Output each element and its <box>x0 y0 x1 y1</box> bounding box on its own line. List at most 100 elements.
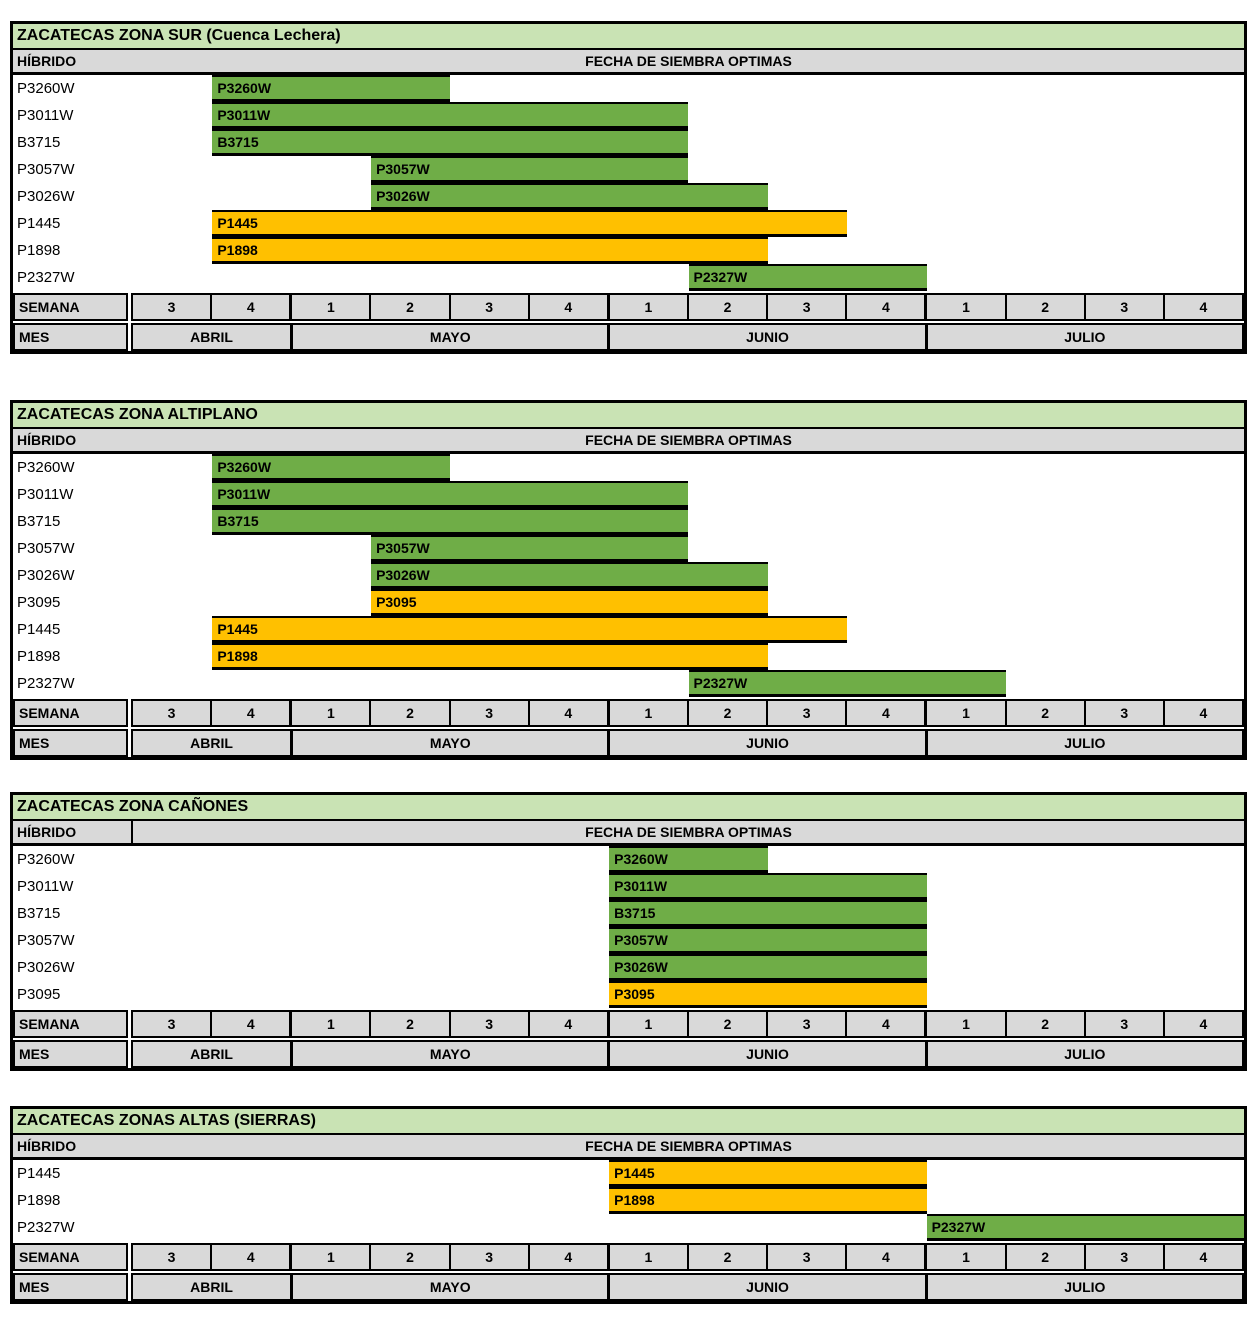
hybrid-label: P3095 <box>17 986 61 1003</box>
month-cell: JUNIO <box>607 1275 924 1299</box>
planting-window-bar: P1445 <box>609 1160 927 1187</box>
week-cell: 1 <box>289 295 369 319</box>
week-cell: 2 <box>369 1012 448 1036</box>
timeline-area: P3026W <box>133 954 1244 981</box>
week-cell: 4 <box>527 701 607 725</box>
week-cell: 4 <box>210 1012 289 1036</box>
planting-window-bar: P3095 <box>371 589 768 616</box>
week-cell: 4 <box>210 701 289 725</box>
week-cell: 3 <box>766 1245 845 1269</box>
bar-label: P3260W <box>614 851 668 867</box>
hybrid-row: P3026W P3026W <box>13 183 1244 210</box>
month-cells: ABRIL MAYO JUNIO JULIO <box>131 1040 1244 1068</box>
planting-window-bar: P3057W <box>371 156 689 183</box>
hybrid-row: P3011W P3011W <box>13 102 1244 129</box>
week-cell: 4 <box>1162 1245 1242 1269</box>
timeline-area: P1898 <box>133 643 1244 670</box>
hybrid-label: P1898 <box>17 648 61 665</box>
timeline-area: P1898 <box>133 237 1244 264</box>
week-cell: 2 <box>686 701 766 725</box>
zone-table-title: ZACATECAS ZONA SUR (Cuenca Lechera) <box>13 24 1244 50</box>
week-cell: 4 <box>1162 295 1242 319</box>
hybrid-label: P1445 <box>17 621 61 638</box>
hybrid-label: P3057W <box>17 540 75 557</box>
hybrid-label: B3715 <box>17 513 61 530</box>
month-cell: JULIO <box>924 1275 1242 1299</box>
week-cell: 3 <box>167 299 176 315</box>
mes-axis-label: MES <box>13 1273 128 1301</box>
zone-table: ZACATECAS ZONA ALTIPLANO HÍBRIDO FECHA DE … <box>10 400 1247 760</box>
bar-label: P3095 <box>376 594 417 610</box>
hybrid-row: P3095 P3095 <box>13 981 1244 1008</box>
bar-label: P3095 <box>614 986 655 1002</box>
hybrid-label: P3260W <box>17 851 75 868</box>
planting-window-bar: P3057W <box>609 927 927 954</box>
month-cells: ABRIL MAYO JUNIO JULIO <box>131 729 1244 757</box>
hybrid-label: P3026W <box>17 567 75 584</box>
hybrid-row: P3026W P3026W <box>13 954 1244 981</box>
planting-window-bar: P3026W <box>371 562 768 589</box>
hybrid-row: P3057W P3057W <box>13 156 1244 183</box>
zone-table: ZACATECAS ZONA SUR (Cuenca Lechera) HÍBRI… <box>10 21 1247 354</box>
week-cell: 3 <box>448 295 528 319</box>
month-cells: ABRIL MAYO JUNIO JULIO <box>131 323 1244 351</box>
week-cell: 4 <box>210 1245 289 1269</box>
planting-window-bar: P1445 <box>212 616 848 643</box>
week-cell: 2 <box>1004 295 1084 319</box>
week-cell: 1 <box>606 1012 687 1036</box>
week-cell: 1 <box>606 295 687 319</box>
hybrid-column-header: HÍBRIDO <box>17 53 77 69</box>
bar-label: P3026W <box>376 567 430 583</box>
bar-label: P1898 <box>217 242 258 258</box>
column-header-row: HÍBRIDO FECHA DE SIEMBRA OPTIMAS <box>13 50 1244 75</box>
hybrid-column-header: HÍBRIDO <box>17 1138 77 1154</box>
week-cell: 2 <box>686 1245 766 1269</box>
timeline-area: B3715 <box>133 900 1244 927</box>
week-cell: 3 <box>766 701 845 725</box>
timeline-area: P3057W <box>133 156 1244 183</box>
hybrid-row: P2327W P2327W <box>13 1214 1244 1241</box>
semana-row: SEMANA 3 4 1 2 3 4 1 2 3 4 1 2 3 4 <box>13 697 1244 727</box>
planting-window-bar: P1898 <box>212 237 768 264</box>
semana-axis-label: SEMANA <box>13 699 128 727</box>
week-cell: 4 <box>527 1245 607 1269</box>
timeline-area: P2327W <box>133 264 1244 291</box>
timeline-area: P3011W <box>133 873 1244 900</box>
month-cell: ABRIL <box>190 1279 233 1295</box>
bar-label: P3011W <box>217 486 271 502</box>
hybrid-label: P2327W <box>17 675 75 692</box>
timeline-area: P1898 <box>133 1187 1244 1214</box>
planting-window-bar: P3011W <box>212 102 689 129</box>
bar-label: P3011W <box>614 878 668 894</box>
bar-label: B3715 <box>217 134 259 150</box>
week-cell: 3 <box>1083 701 1163 725</box>
mes-axis-label: MES <box>13 1040 128 1068</box>
bar-label: P3026W <box>614 959 668 975</box>
month-cell: MAYO <box>290 1042 607 1066</box>
zone-table-title: ZACATECAS ZONA ALTIPLANO <box>13 403 1244 429</box>
bar-label: P3057W <box>376 161 430 177</box>
week-cell: 1 <box>924 701 1004 725</box>
bar-label: P2327W <box>693 269 748 285</box>
timeline-area: P3026W <box>133 183 1244 210</box>
week-cell: 2 <box>1004 1245 1084 1269</box>
week-cell: 2 <box>369 1245 448 1269</box>
planting-window-bar: P2327W <box>926 1214 1244 1241</box>
bar-label: P2327W <box>693 675 748 691</box>
mes-row: MES ABRIL MAYO JUNIO JULIO <box>13 1038 1244 1068</box>
week-cell: 2 <box>369 701 448 725</box>
week-cell: 2 <box>369 295 448 319</box>
planting-window-bar: P3011W <box>212 481 689 508</box>
bar-label: P1898 <box>614 1192 655 1208</box>
timeline-area: P3057W <box>133 927 1244 954</box>
week-cell: 4 <box>845 1012 924 1036</box>
bar-label: P3057W <box>614 932 668 948</box>
month-cell: MAYO <box>290 325 607 349</box>
semana-axis-label: SEMANA <box>13 1243 128 1271</box>
planting-window-bar: P1445 <box>212 210 848 237</box>
hybrid-row: P1898 P1898 <box>13 1187 1244 1214</box>
bar-label: P3260W <box>217 459 272 475</box>
month-cell: ABRIL <box>190 735 233 751</box>
